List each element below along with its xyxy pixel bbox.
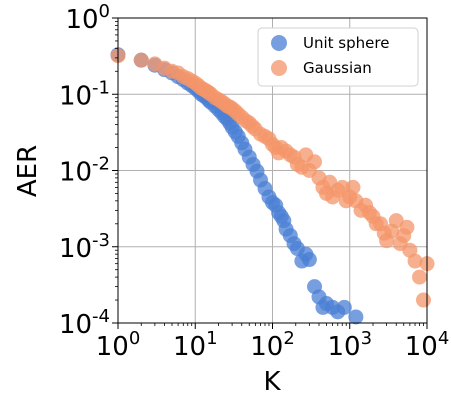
x-tick-label: 100	[96, 328, 141, 362]
data-point	[412, 269, 428, 285]
y-tick-label: 10-1	[59, 77, 110, 111]
y-tick-label: 100	[65, 1, 110, 35]
legend: Unit sphere Gaussian	[257, 27, 419, 87]
x-tick-label: 101	[173, 328, 218, 362]
data-point	[348, 309, 364, 325]
data-point	[133, 52, 149, 68]
data-points	[110, 47, 435, 325]
data-point	[415, 292, 431, 308]
data-point	[307, 154, 323, 170]
data-point	[388, 213, 404, 229]
legend-label-unit-sphere: Unit sphere	[303, 34, 389, 52]
series-gaussian	[110, 48, 435, 308]
y-tick-label: 10-3	[59, 230, 110, 264]
x-axis-label: K	[263, 367, 281, 397]
y-axis-label: AER	[13, 145, 43, 197]
y-tick-labels: 10-4 10-3 10-2 10-1 100	[59, 1, 110, 340]
data-point	[345, 179, 361, 195]
data-point	[407, 253, 423, 269]
legend-marker-unit-sphere	[271, 35, 287, 51]
legend-label-gaussian: Gaussian	[303, 59, 372, 77]
x-tick-label: 102	[250, 328, 295, 362]
axis-ticks	[112, 17, 428, 329]
y-tick-label: 10-2	[59, 154, 110, 188]
x-tick-labels: 100 101 102 103 104	[96, 328, 450, 362]
x-tick-label: 103	[327, 328, 372, 362]
data-point	[399, 219, 415, 235]
legend-box	[257, 27, 419, 87]
data-point	[336, 299, 352, 315]
x-tick-label: 104	[405, 328, 450, 362]
y-tick-label: 10-4	[59, 306, 110, 340]
data-point	[301, 252, 317, 268]
legend-marker-gaussian	[271, 60, 287, 76]
